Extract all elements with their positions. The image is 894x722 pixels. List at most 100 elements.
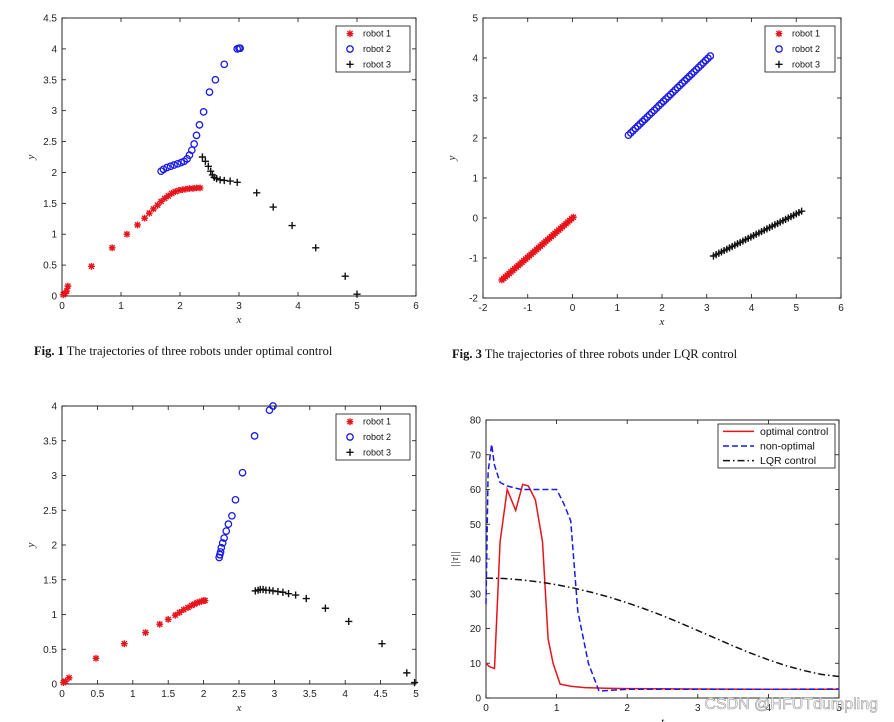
x-tick-label: 2: [659, 303, 665, 314]
data-point: [184, 604, 192, 611]
data-point: [142, 629, 149, 636]
data-point: [212, 175, 221, 183]
data-point: [403, 669, 411, 677]
data-point: [410, 679, 419, 687]
legend-label: non-optimal: [760, 441, 815, 453]
data-point: [192, 131, 201, 140]
x-tick-label: 3: [272, 689, 278, 700]
x-tick-label: 0: [570, 303, 576, 314]
legend-marker: [346, 418, 354, 426]
data-point: [253, 189, 261, 197]
data-point: [650, 106, 659, 115]
data-point: [168, 190, 176, 197]
y-axis-label: ||τ||: [449, 551, 461, 567]
y-axis-label: y: [25, 542, 37, 548]
y-tick-label: 0: [51, 292, 57, 303]
data-point: [65, 674, 73, 682]
caption-text: The trajectories of three robots under L…: [482, 347, 738, 361]
data-point: [238, 468, 247, 477]
y-tick-label: 2.5: [43, 137, 57, 148]
y-tick-label: -2: [469, 294, 478, 305]
data-point: [190, 140, 199, 148]
data-point: [175, 186, 183, 194]
data-point: [217, 543, 226, 552]
data-point: [216, 548, 225, 556]
legend: robot 1 robot 2 robot 3: [335, 413, 411, 461]
legend-marker: [775, 30, 783, 38]
x-tick-label: 3.5: [303, 689, 317, 700]
x-tick-label: 5: [354, 301, 360, 312]
y-tick-label: 10: [470, 659, 482, 670]
y-tick-label: 4: [51, 402, 57, 413]
data-point: [673, 83, 682, 92]
x-tick-label: 5: [836, 703, 842, 714]
data-point: [163, 163, 171, 172]
y-tick-label: 0.5: [43, 645, 57, 656]
data-point: [250, 432, 259, 440]
legend-label: robot 2: [363, 44, 391, 54]
data-point: [697, 61, 705, 69]
x-tick-label: 4.5: [374, 689, 388, 700]
data-point: [189, 185, 197, 192]
x-tick-label: 3: [704, 303, 710, 314]
data-point: [211, 75, 220, 84]
series-line: [485, 444, 840, 692]
watermark-text: CSDN @HFUTdumpling: [704, 696, 878, 713]
data-point: [701, 56, 710, 65]
legend-marker: [346, 30, 354, 38]
data-point: [671, 86, 680, 94]
data-point: [64, 282, 72, 290]
data-point: [666, 90, 675, 99]
data-point: [569, 213, 577, 221]
data-point: [633, 122, 642, 130]
data-point: [288, 221, 296, 230]
data-point: [652, 104, 661, 112]
data-point: [228, 511, 236, 520]
data-point: [123, 230, 131, 238]
data-point: [182, 185, 190, 193]
data-point: [669, 88, 677, 97]
x-axis-label: x: [236, 314, 242, 326]
data-point: [626, 129, 635, 137]
y-tick-label: -1: [469, 254, 478, 265]
data-point: [220, 60, 229, 69]
legend-label: robot 1: [792, 29, 820, 39]
data-point: [161, 194, 169, 202]
data-point: [218, 539, 227, 547]
y-tick-label: 1: [51, 230, 57, 241]
data-point: [640, 115, 649, 124]
data-point: [706, 52, 715, 60]
data-point: [631, 124, 640, 133]
data-point: [170, 161, 178, 169]
data-point: [226, 177, 234, 185]
data-point: [690, 67, 698, 76]
y-tick-label: 60: [470, 485, 482, 496]
legend: robot 1 robot 2 robot 3: [764, 25, 836, 73]
x-tick-label: 4: [295, 301, 301, 312]
x-tick-label: 3: [695, 703, 701, 714]
data-point: [636, 120, 644, 128]
data-point: [190, 600, 198, 608]
series-robot-3: [198, 153, 361, 298]
y-tick-label: 2: [51, 541, 57, 552]
data-point: [638, 117, 647, 126]
data-point: [676, 81, 684, 90]
data-point: [156, 620, 164, 628]
data-point: [180, 606, 188, 614]
y-tick-label: 3: [51, 471, 57, 482]
y-tick-label: 30: [470, 589, 482, 600]
x-axis-label: x: [659, 316, 665, 328]
data-point: [284, 590, 293, 598]
y-tick-label: 2: [472, 134, 478, 145]
legend-marker: [346, 60, 354, 68]
y-tick-label: 1.5: [43, 575, 57, 586]
y-tick-label: 70: [470, 450, 482, 461]
y-axis-label: y: [446, 155, 458, 161]
data-point: [233, 178, 241, 186]
data-point: [166, 162, 175, 171]
y-tick-label: 4.5: [43, 14, 57, 25]
data-point: [178, 186, 186, 194]
y-tick-label: 1: [51, 610, 57, 621]
data-point: [704, 54, 712, 63]
